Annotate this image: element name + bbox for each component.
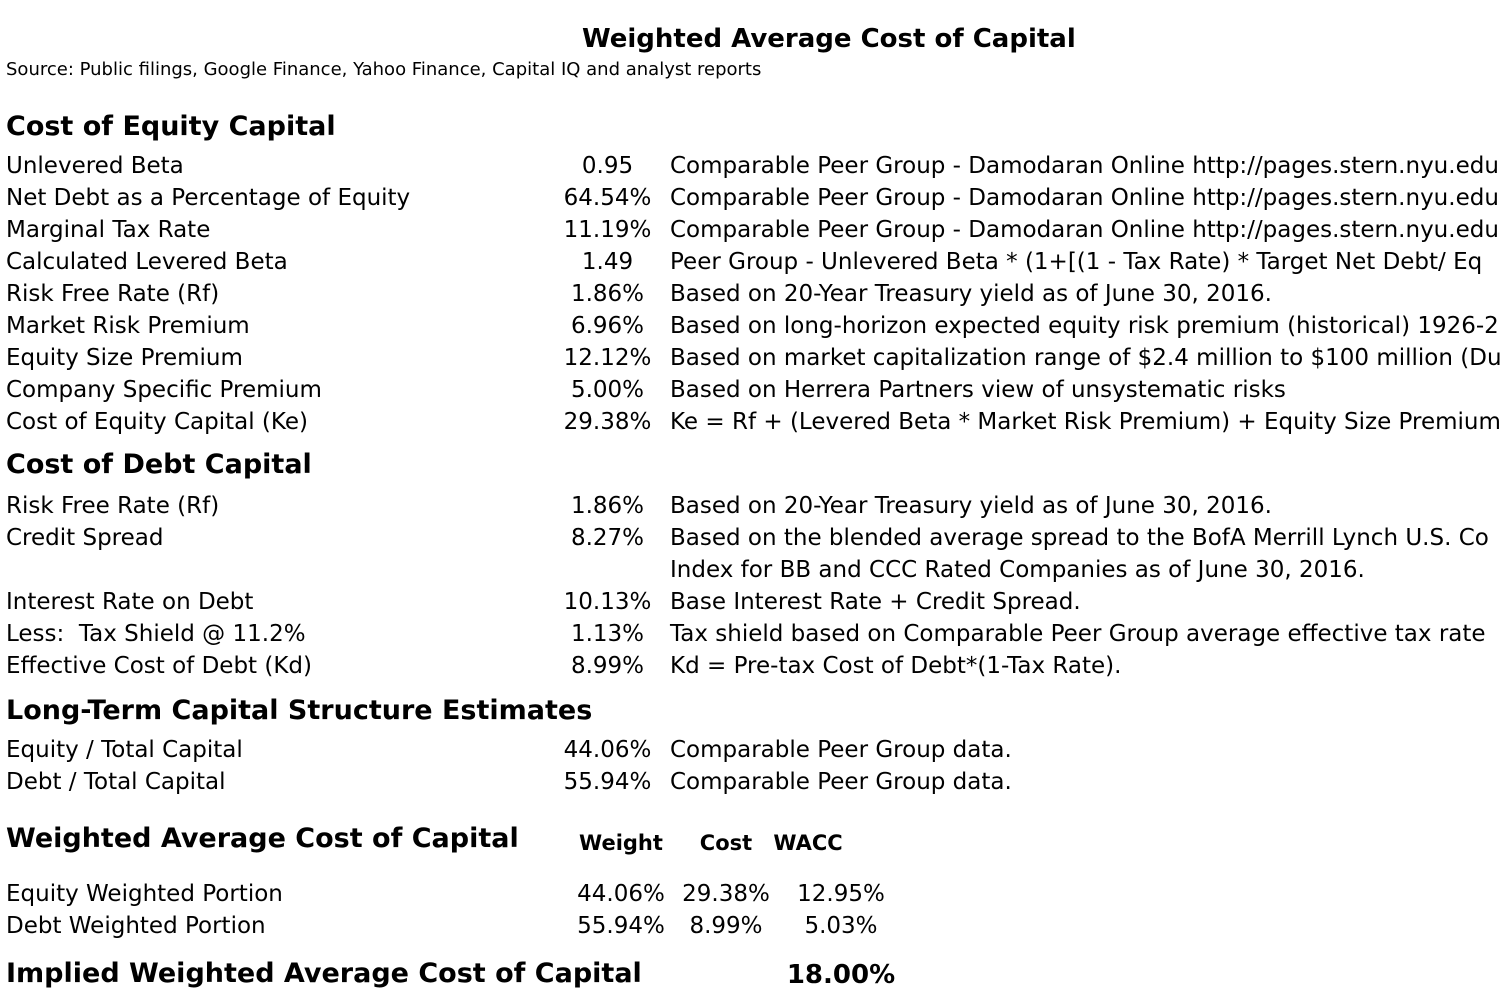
row-label: Cost of Equity Capital (Ke) (6, 409, 308, 435)
section-heading-cost-of-equity: Cost of Equity Capital (6, 111, 336, 142)
row-value: 0.95 (581, 153, 634, 179)
spacer-cell (6, 554, 545, 586)
row-description: Based on long-horizon expected equity ri… (670, 313, 1499, 339)
row-description: Kd = Pre-tax Cost of Debt*(1-Tax Rate). (670, 653, 1122, 679)
row-value: 1.86% (570, 493, 645, 519)
table-row: Equity / Total Capital 44.06% Comparable… (6, 734, 1503, 766)
row-value: 1.13% (570, 621, 645, 647)
spacer-cell (545, 554, 670, 586)
table-row: Interest Rate on Debt 10.13% Base Intere… (6, 586, 1503, 618)
table-row: Risk Free Rate (Rf) 1.86% Based on 20-Ye… (6, 490, 1503, 522)
row-label: Market Risk Premium (6, 313, 250, 339)
table-row: Less: Tax Shield @ 11.2% 1.13% Tax shiel… (6, 618, 1503, 650)
wacc-value: 5.03% (804, 913, 878, 939)
equity-rows: Unlevered Beta 0.95 Comparable Peer Grou… (6, 150, 1503, 438)
row-description: Tax shield based on Comparable Peer Grou… (670, 621, 1486, 647)
row-value: 6.96% (570, 313, 645, 339)
row-value: 8.27% (570, 525, 645, 551)
row-label: Credit Spread (6, 525, 164, 551)
table-row: Effective Cost of Debt (Kd) 8.99% Kd = P… (6, 650, 1503, 682)
wacc-value: 12.95% (797, 881, 885, 907)
section-heading-capital-structure: Long-Term Capital Structure Estimates (6, 695, 593, 726)
row-description: Based on the blended average spread to t… (670, 525, 1489, 551)
implied-wacc-value: 18.00% (786, 960, 896, 990)
row-value: 1.86% (570, 281, 645, 307)
row-value: 44.06% (563, 737, 652, 763)
row-value: 10.13% (563, 589, 652, 615)
row-label: Risk Free Rate (Rf) (6, 281, 220, 307)
table-row: Marginal Tax Rate 11.19% Comparable Peer… (6, 214, 1503, 246)
weight-value: 55.94% (577, 913, 665, 939)
page-title: Weighted Average Cost of Capital (582, 24, 1076, 54)
cost-value: 8.99% (689, 913, 763, 939)
row-label: Interest Rate on Debt (6, 589, 254, 615)
table-row: Cost of Equity Capital (Ke) 29.38% Ke = … (6, 406, 1503, 438)
cost-value: 29.38% (682, 881, 770, 907)
row-description: Base Interest Rate + Credit Spread. (670, 589, 1081, 615)
row-description: Based on 20-Year Treasury yield as of Ju… (670, 281, 1272, 307)
table-row: Debt / Total Capital 55.94% Comparable P… (6, 766, 1503, 798)
row-description: Based on market capitalization range of … (670, 345, 1502, 371)
row-label: Less: Tax Shield @ 11.2% (6, 621, 306, 647)
table-row: Company Specific Premium 5.00% Based on … (6, 374, 1503, 406)
row-label: Equity / Total Capital (6, 737, 243, 763)
row-description: Comparable Peer Group - Damodaran Online… (670, 185, 1499, 211)
row-value: 29.38% (563, 409, 652, 435)
table-row: Market Risk Premium 6.96% Based on long-… (6, 310, 1503, 342)
row-description: Index for BB and CCC Rated Companies as … (670, 557, 1365, 583)
section-heading-cost-of-debt: Cost of Debt Capital (6, 449, 312, 480)
row-description: Comparable Peer Group - Damodaran Online… (670, 153, 1499, 179)
row-label: Net Debt as a Percentage of Equity (6, 185, 411, 211)
table-row: Equity Size Premium 12.12% Based on mark… (6, 342, 1503, 374)
row-value: 11.19% (563, 217, 652, 243)
row-label: Equity Weighted Portion (6, 881, 283, 907)
table-row: Net Debt as a Percentage of Equity 64.54… (6, 182, 1503, 214)
row-description: Comparable Peer Group data. (670, 769, 1012, 795)
column-header-weight: Weight (579, 831, 663, 855)
row-value: 12.12% (563, 345, 652, 371)
table-row-continuation: Index for BB and CCC Rated Companies as … (6, 554, 1503, 586)
row-label: Risk Free Rate (Rf) (6, 493, 220, 519)
debt-rows: Risk Free Rate (Rf) 1.86% Based on 20-Ye… (6, 490, 1503, 682)
row-label: Equity Size Premium (6, 345, 243, 371)
row-value: 1.49 (581, 249, 634, 275)
weight-value: 44.06% (577, 881, 665, 907)
row-value: 5.00% (570, 377, 645, 403)
row-description: Peer Group - Unlevered Beta * (1+[(1 - T… (670, 249, 1483, 275)
row-description: Ke = Rf + (Levered Beta * Market Risk Pr… (670, 409, 1501, 435)
table-row: Unlevered Beta 0.95 Comparable Peer Grou… (6, 150, 1503, 182)
table-row: Risk Free Rate (Rf) 1.86% Based on 20-Ye… (6, 278, 1503, 310)
implied-wacc-label: Implied Weighted Average Cost of Capital (6, 958, 642, 989)
table-row: Debt Weighted Portion 55.94% 8.99% 5.03% (6, 910, 1503, 942)
row-value: 8.99% (570, 653, 645, 679)
row-value: 55.94% (563, 769, 652, 795)
table-row: Calculated Levered Beta 1.49 Peer Group … (6, 246, 1503, 278)
row-label: Debt / Total Capital (6, 769, 226, 795)
table-row: Equity Weighted Portion 44.06% 29.38% 12… (6, 878, 1503, 910)
column-header-wacc: WACC (773, 831, 843, 855)
structure-rows: Equity / Total Capital 44.06% Comparable… (6, 734, 1503, 798)
wacc-rows: Equity Weighted Portion 44.06% 29.38% 12… (6, 878, 1503, 942)
row-label: Marginal Tax Rate (6, 217, 211, 243)
row-description: Comparable Peer Group data. (670, 737, 1012, 763)
table-row: Credit Spread 8.27% Based on the blended… (6, 522, 1503, 554)
row-value: 64.54% (563, 185, 652, 211)
row-label: Unlevered Beta (6, 153, 184, 179)
row-label: Calculated Levered Beta (6, 249, 288, 275)
section-heading-wacc: Weighted Average Cost of Capital (6, 823, 519, 854)
row-label: Debt Weighted Portion (6, 913, 266, 939)
row-description: Comparable Peer Group - Damodaran Online… (670, 217, 1499, 243)
row-label: Company Specific Premium (6, 377, 322, 403)
row-label: Effective Cost of Debt (Kd) (6, 653, 312, 679)
row-description: Based on Herrera Partners view of unsyst… (670, 377, 1286, 403)
row-description: Based on 20-Year Treasury yield as of Ju… (670, 493, 1272, 519)
source-note: Source: Public filings, Google Finance, … (6, 59, 762, 80)
column-header-cost: Cost (699, 831, 753, 855)
